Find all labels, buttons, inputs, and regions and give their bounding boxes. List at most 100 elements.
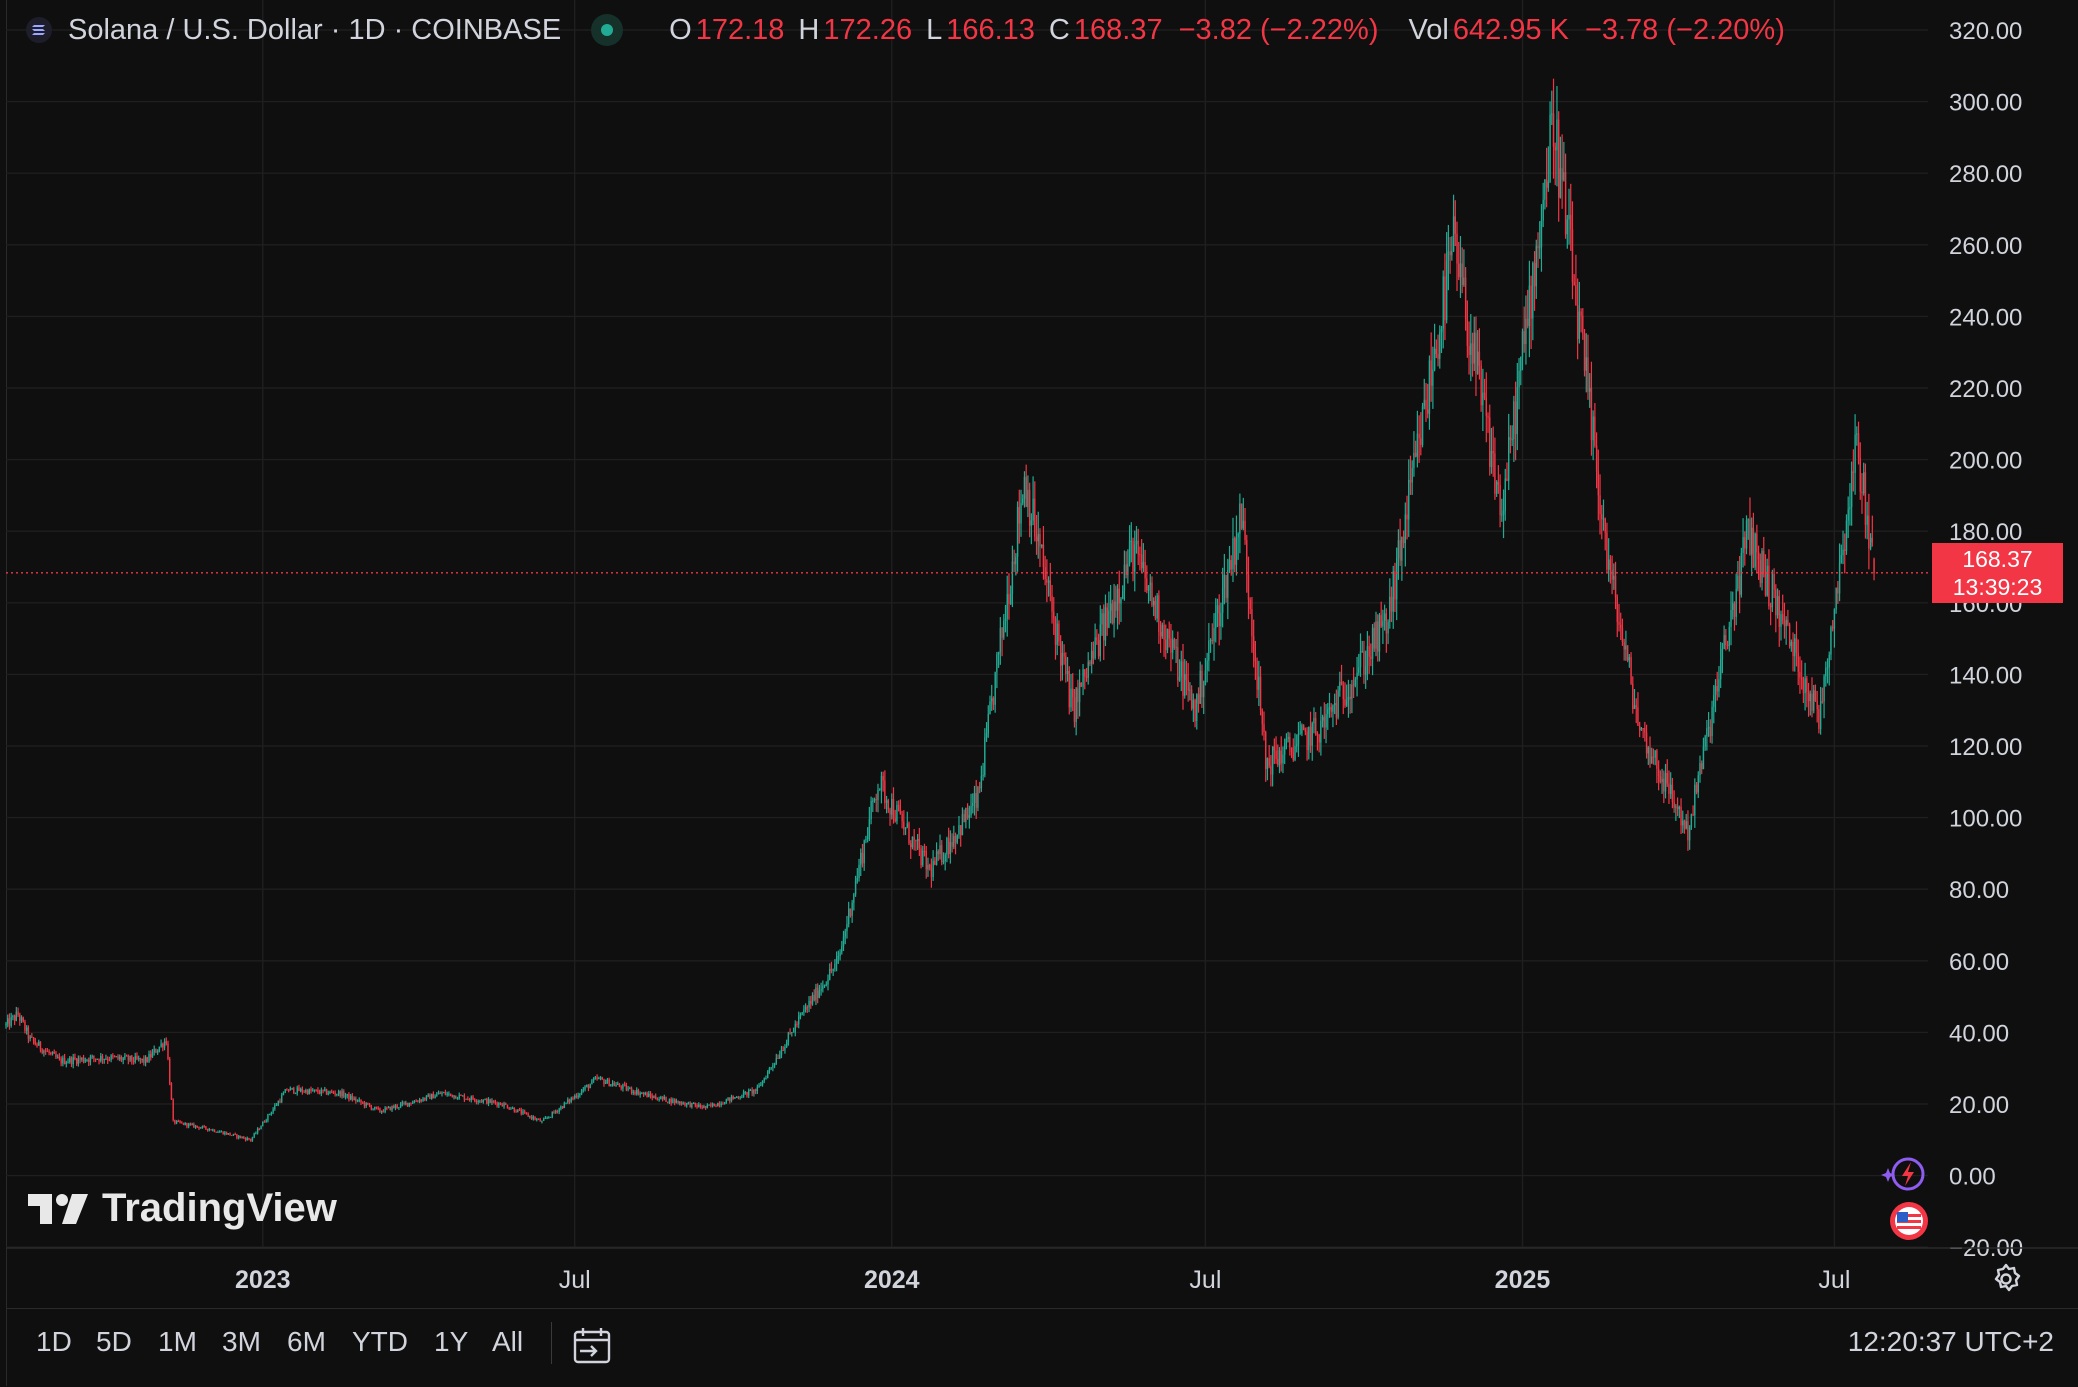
range-button-1m[interactable]: 1M — [158, 1326, 197, 1357]
candle-body — [484, 1099, 486, 1101]
candle-body — [236, 1134, 238, 1138]
candle-body — [711, 1103, 714, 1106]
candle-body — [174, 1120, 176, 1124]
candle-body — [985, 733, 988, 738]
candle-body — [1537, 245, 1539, 248]
candle-body — [1573, 282, 1575, 286]
candle-body — [205, 1126, 207, 1129]
candle-body — [156, 1050, 159, 1053]
candle-body — [67, 1061, 69, 1063]
candle-body — [375, 1106, 378, 1108]
candle-body — [380, 1111, 383, 1113]
candle-body — [206, 1128, 209, 1131]
candle-body — [818, 990, 821, 998]
candle-body — [10, 1016, 12, 1026]
candle-body — [1659, 776, 1662, 783]
candle-body — [1528, 285, 1531, 326]
settings-icon[interactable] — [1989, 1262, 2023, 1296]
candle-body — [489, 1099, 491, 1103]
candle-body — [1159, 631, 1162, 637]
candle-body — [1258, 676, 1260, 690]
candle-body — [494, 1101, 497, 1104]
x-tick-label: Jul — [1818, 1266, 1850, 1294]
candle-body — [1373, 627, 1375, 649]
candle-body — [424, 1098, 426, 1100]
candle-body — [1187, 680, 1189, 691]
candle-body — [63, 1057, 66, 1065]
candle-body — [86, 1059, 88, 1061]
candle-body — [682, 1103, 684, 1105]
candle-body — [615, 1084, 617, 1086]
candle-body — [303, 1091, 305, 1093]
candle-body — [944, 854, 946, 862]
candle-body — [1738, 575, 1741, 595]
candle-body — [239, 1135, 242, 1138]
status-dot-icon[interactable] — [591, 14, 624, 46]
range-button-1y[interactable]: 1Y — [434, 1326, 469, 1357]
candle-body — [739, 1097, 741, 1099]
candle-body — [1642, 728, 1644, 730]
candle-body — [779, 1054, 781, 1059]
candle-body — [1551, 113, 1553, 115]
candle-body — [1482, 392, 1484, 406]
candle-body — [287, 1090, 290, 1092]
candle-body — [1687, 821, 1689, 841]
candle-body — [1390, 596, 1393, 612]
candle-body — [468, 1098, 471, 1100]
candle-body — [1530, 285, 1532, 319]
candle-body — [692, 1102, 695, 1104]
symbol-title[interactable]: Solana / U.S. Dollar · 1D · COINBASE — [68, 13, 562, 46]
date-range-icon[interactable] — [572, 1326, 612, 1366]
lightning-icon[interactable] — [1880, 1156, 1926, 1192]
candle-body — [132, 1060, 135, 1062]
candle-body — [310, 1089, 312, 1091]
candle-body — [1513, 401, 1515, 440]
candle-body — [1814, 690, 1817, 701]
candle-body — [477, 1101, 479, 1103]
us-flag-icon[interactable] — [1888, 1200, 1930, 1242]
candle-body — [1003, 621, 1005, 638]
tradingview-logo[interactable]: TradingView — [28, 1186, 337, 1231]
candle-body — [325, 1089, 328, 1095]
range-button-ytd[interactable]: YTD — [352, 1326, 408, 1357]
candle-body — [358, 1099, 360, 1101]
candle-body — [181, 1122, 183, 1124]
candle-body — [1625, 645, 1627, 650]
range-button-all[interactable]: All — [492, 1326, 524, 1357]
candle-body — [1837, 587, 1839, 594]
candle-body — [1647, 747, 1649, 754]
candle-body — [1330, 707, 1332, 712]
candle-body — [1726, 644, 1729, 646]
candle-body — [162, 1043, 164, 1048]
candle-body — [956, 834, 958, 843]
candle-body — [710, 1104, 712, 1106]
candle-body — [908, 823, 910, 844]
candle-body — [1170, 638, 1172, 653]
candle-body — [377, 1107, 379, 1109]
candle-body — [200, 1127, 202, 1129]
range-button-5d[interactable]: 5D — [96, 1326, 132, 1357]
clock-timezone[interactable]: 12:20:37 UTC+2 — [1847, 1326, 2054, 1357]
candle-body — [337, 1091, 340, 1095]
candle-body — [1218, 605, 1220, 627]
candle-body — [508, 1108, 510, 1110]
candle-body — [274, 1105, 276, 1109]
candle-body — [1833, 609, 1836, 629]
candle-body — [415, 1101, 417, 1103]
candle-body — [877, 790, 879, 800]
candle-body — [791, 1031, 793, 1033]
candle-body — [458, 1094, 460, 1099]
range-button-3m[interactable]: 3M — [222, 1326, 261, 1357]
candle-body — [1147, 585, 1150, 591]
candle-body — [830, 969, 833, 971]
candle-body — [498, 1102, 500, 1106]
candle-body — [370, 1106, 373, 1110]
candle-body — [1135, 540, 1138, 545]
range-button-6m[interactable]: 6M — [287, 1326, 326, 1357]
low-value: 166.13 — [946, 13, 1035, 46]
candle-body — [1296, 744, 1298, 747]
candle-body — [1468, 345, 1470, 355]
range-button-1d[interactable]: 1D — [36, 1326, 72, 1357]
candle-body — [760, 1085, 762, 1087]
